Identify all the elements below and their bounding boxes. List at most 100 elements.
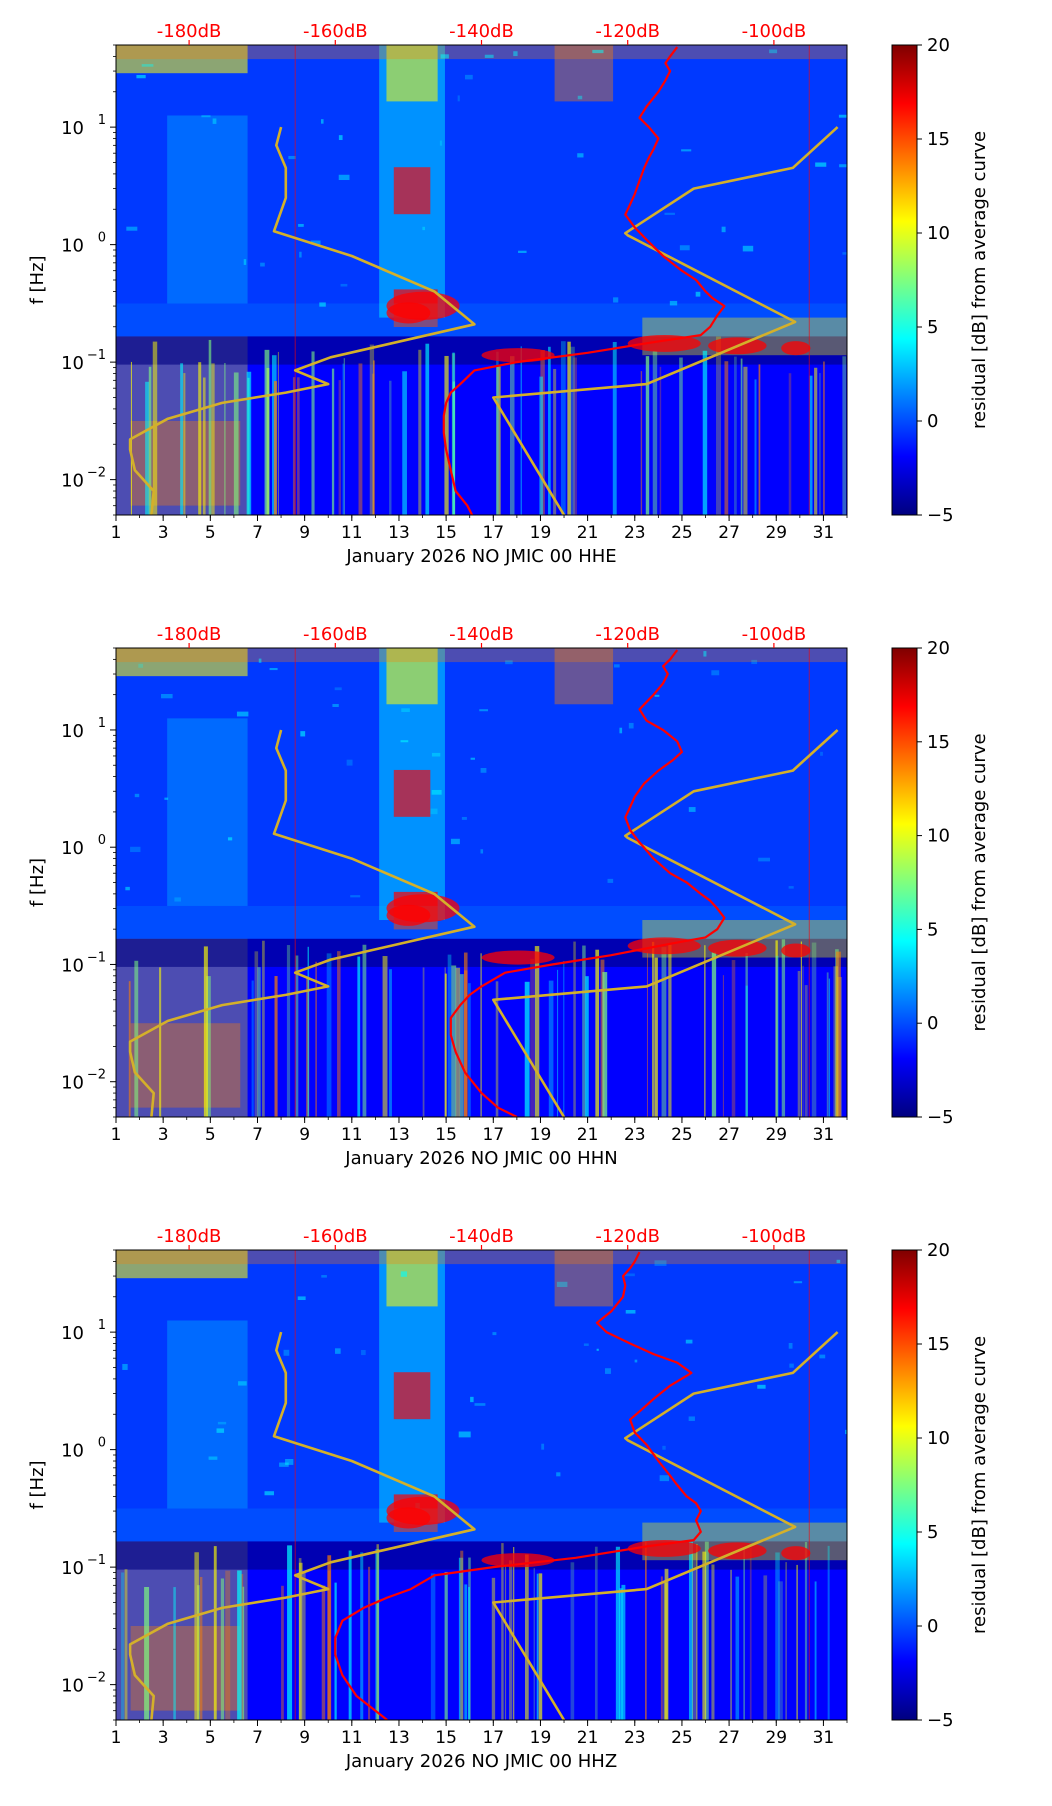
spectrogram-streak (452, 352, 455, 515)
x-tick-label: 27 (718, 1728, 740, 1748)
x-tick-label: 23 (624, 523, 646, 543)
spectrogram-streak (285, 1458, 294, 1465)
top-db-label: -140dB (449, 624, 514, 645)
spectrogram-streak (769, 49, 778, 54)
top-db-label: -120dB (595, 624, 660, 645)
spectrogram-streak (624, 1273, 635, 1277)
x-tick-label: 21 (577, 1728, 599, 1748)
colorbar-tick-label: 10 (927, 826, 950, 847)
spectrogram-streak (299, 251, 302, 258)
spectrogram-streak (664, 1568, 669, 1720)
spectrogram-band (393, 1372, 431, 1420)
top-db-label: -120dB (595, 1226, 660, 1247)
noise-model-line (128, 126, 476, 515)
top-db-label: -160dB (303, 1226, 368, 1247)
spectrogram-streak (315, 961, 317, 1117)
spectrogram-streak (217, 1421, 227, 1425)
colorbar-label: residual [dB] from average curve (969, 1336, 990, 1634)
spectrogram-streak (297, 377, 300, 515)
spectrogram-streak (418, 349, 422, 515)
x-tick-label: 13 (388, 523, 410, 543)
y-tick-label: 10 (61, 1323, 84, 1344)
spectrogram-streak (212, 118, 217, 124)
y-tick-base: 10 (61, 1441, 84, 1462)
spectrogram-streak (538, 1573, 543, 1720)
spectrogram-streak (573, 357, 577, 515)
y-tick-label: 10 (61, 1558, 84, 1579)
spectrogram-streak (625, 1310, 636, 1314)
spectrogram-hotspot (386, 302, 431, 324)
spectrogram-streak (775, 1552, 780, 1720)
spectrogram-streak (362, 944, 367, 1117)
spectrogram-streak (327, 1555, 332, 1720)
spectrogram-streak (343, 358, 345, 515)
spectrogram-streak (524, 981, 530, 1117)
x-tick-label: 7 (252, 1728, 263, 1748)
spectrogram-streak (583, 1343, 589, 1346)
spectrogram-streak (751, 659, 758, 665)
x-tick-label: 25 (671, 1125, 693, 1145)
spectrogram-streak (242, 1586, 245, 1720)
spectrogram-streak (702, 350, 708, 515)
spectrogram-band (167, 115, 248, 304)
top-db-label: -160dB (303, 21, 368, 42)
y-tick-exponent: −1 (87, 348, 106, 363)
spectrogram-streak (730, 1569, 732, 1720)
spectrogram-streak (458, 1431, 471, 1438)
spectrogram-streak (211, 363, 215, 515)
y-tick-label: 10 (61, 1073, 84, 1094)
spectrogram-image (116, 1250, 847, 1720)
spectrogram-streak (439, 140, 442, 146)
spectrogram-streak (338, 174, 350, 181)
spectrogram-streak (470, 1396, 474, 1403)
y-tick-base: 10 (61, 471, 84, 492)
y-tick-exponent: −2 (87, 466, 106, 481)
spectrogram-streak (688, 807, 696, 812)
y-tick-base: 10 (61, 1558, 84, 1579)
spectrogram-streak (298, 1562, 303, 1720)
colorbar-tick-label: 0 (927, 411, 938, 432)
spectrogram-streak (659, 366, 662, 515)
spectrogram-streak (577, 95, 583, 100)
spectrogram-streak (292, 377, 296, 515)
spectrogram-streak (491, 1577, 496, 1720)
spectrogram-streak (357, 956, 361, 1117)
spectrogram-hotspot (386, 1507, 431, 1529)
spectrogram-streak (742, 245, 754, 252)
spectrogram-band (130, 1023, 241, 1108)
spectrogram-streak (628, 722, 634, 729)
spectrogram-streak (823, 361, 825, 515)
spectrogram-streak (757, 1384, 766, 1389)
x-tick-label: 21 (577, 523, 599, 543)
psd-red-line (334, 1251, 702, 1720)
y-tick-exponent: −1 (87, 1553, 106, 1568)
spectrogram-streak (208, 339, 212, 515)
y-tick-base: 10 (61, 353, 84, 374)
spectrogram-streak (654, 957, 658, 1117)
spectrogram-streak (621, 1584, 626, 1720)
spectrogram-streak (460, 1550, 464, 1720)
x-tick-label: 31 (813, 1125, 835, 1145)
spectrogram-streak (804, 1542, 808, 1720)
spectrogram-streak (264, 1491, 274, 1496)
spectrogram-band (554, 648, 614, 705)
spectrogram-streak (148, 366, 152, 515)
spectrogram-streak (802, 965, 804, 1117)
spectrogram-streak (704, 945, 706, 1117)
spectrogram-streak (346, 759, 353, 766)
spectrogram-streak (213, 1546, 217, 1720)
spectrogram-streak (376, 1544, 379, 1720)
spectrogram-streak (277, 351, 279, 515)
colorbar-label: residual [dB] from average curve (969, 131, 990, 429)
spectrogram-streak (561, 341, 566, 515)
spectrogram-streak (307, 946, 309, 1117)
y-tick-base: 10 (61, 721, 84, 742)
spectrogram-streak (788, 886, 794, 889)
spectrogram-streak (227, 837, 233, 841)
y-tick-base: 10 (61, 1323, 84, 1344)
spectrogram-streak (283, 1349, 290, 1356)
spectrogram-streak (613, 297, 619, 303)
spectrogram-streak (809, 375, 813, 515)
